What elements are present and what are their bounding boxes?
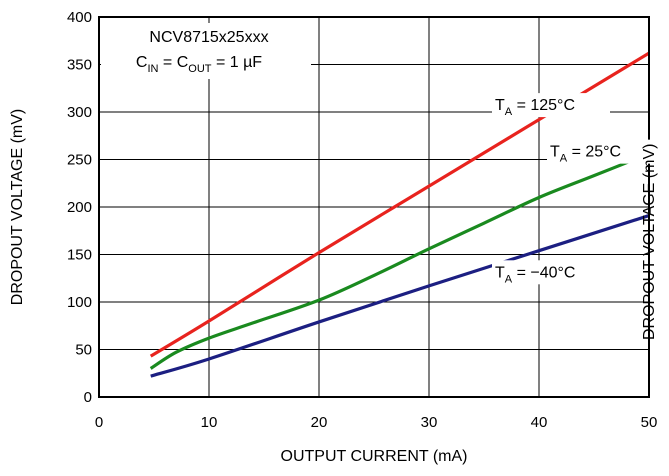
series-label-bg — [547, 139, 657, 164]
series-labels: TA = 125°C TA = 25°C TA = −40°C — [492, 93, 657, 285]
y2-axis-label-partial: DROPOUT VOLTAGE (mV) — [641, 144, 658, 340]
series-line-1 — [149, 152, 650, 370]
x-tick-label: 20 — [311, 414, 328, 431]
y-tick-label: 300 — [67, 104, 92, 121]
y-axis-label: DROPOUT VOLTAGE (mV) — [9, 109, 26, 305]
x-tick-label: 10 — [201, 414, 218, 431]
x-tick-label: 40 — [531, 414, 548, 431]
x-tick-label: 0 — [95, 414, 103, 431]
series-label-0: TA = 125°C — [495, 97, 575, 118]
y-tick-label: 200 — [67, 199, 92, 216]
y-tick-label: 150 — [67, 247, 92, 264]
y-tick-label: 0 — [84, 389, 92, 406]
y-tick-label: 350 — [67, 57, 92, 74]
y-tick-label: 250 — [67, 152, 92, 169]
y-tick-label: 400 — [67, 9, 92, 26]
series-line-2 — [150, 214, 650, 378]
condition-annotation: NCV8715x25xxx CIN = COUT = 1 µF — [101, 23, 311, 79]
y-tick-label: 100 — [67, 294, 92, 311]
series-label-bg — [492, 93, 610, 118]
x-tick-label: 30 — [421, 414, 438, 431]
series-label-1: TA = 25°C — [550, 144, 621, 165]
plot-frame — [98, 16, 650, 398]
annotation-device: NCV8715x25xxx — [149, 29, 268, 46]
x-tick-label: 50 — [641, 414, 658, 431]
series-label-2: TA = −40°C — [495, 264, 575, 285]
x-axis-label: OUTPUT CURRENT (mA) — [281, 448, 468, 465]
y-tick-label: 50 — [75, 342, 92, 359]
annotation-capacitance: CIN = COUT = 1 µF — [136, 54, 262, 75]
series-label-bg — [492, 260, 610, 285]
tick-labels: 0 10 20 30 40 50 0 50 100 150 200 250 300 350 400 — [67, 9, 657, 431]
